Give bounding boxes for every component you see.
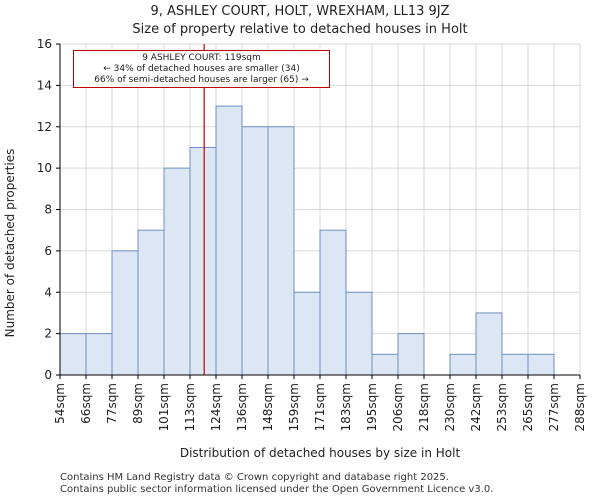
y-tick-label: 14 — [37, 78, 52, 92]
histogram-bar — [241, 126, 269, 376]
histogram-bar — [371, 353, 399, 376]
histogram-bar — [449, 353, 477, 376]
annotation-box: 9 ASHLEY COURT: 119sqm ← 34% of detached… — [73, 50, 330, 88]
x-tick-label: 277sqm — [547, 383, 561, 431]
footer-line-2: Contains public sector information licen… — [60, 484, 494, 495]
histogram-bar — [267, 126, 295, 376]
y-tick-label: 4 — [44, 285, 52, 299]
annotation-line-3: 66% of semi-detached houses are larger (… — [94, 75, 309, 85]
histogram-bar — [59, 333, 87, 376]
y-tick-label: 2 — [44, 327, 52, 341]
chart-title: 9, ASHLEY COURT, HOLT, WREXHAM, LL13 9JZ — [150, 4, 450, 19]
x-tick-label: 218sqm — [417, 383, 431, 431]
x-tick-label: 101sqm — [157, 383, 171, 431]
y-tick-label: 12 — [37, 120, 52, 134]
annotation-line-1: 9 ASHLEY COURT: 119sqm — [142, 53, 261, 63]
x-axis-label: Distribution of detached houses by size … — [179, 446, 461, 460]
histogram-bar — [85, 333, 113, 376]
annotation-line-2: ← 34% of detached houses are smaller (34… — [103, 64, 300, 74]
histogram-bar — [501, 353, 529, 376]
chart-subtitle: Size of property relative to detached ho… — [132, 22, 468, 37]
y-tick-label: 10 — [37, 161, 52, 175]
x-tick-label: 288sqm — [573, 383, 587, 431]
x-tick-label: 183sqm — [339, 383, 353, 431]
y-tick-label: 0 — [44, 368, 52, 382]
x-tick-label: 206sqm — [391, 383, 405, 431]
histogram-bar — [189, 146, 217, 376]
x-tick-label: 195sqm — [365, 383, 379, 431]
footer-line-1: Contains HM Land Registry data © Crown c… — [60, 472, 449, 483]
y-axis-label: Number of detached properties — [3, 148, 17, 338]
x-tick-label: 242sqm — [469, 383, 483, 431]
x-tick-label: 230sqm — [443, 383, 457, 431]
histogram-bar — [163, 167, 191, 376]
y-tick-label: 6 — [44, 244, 52, 258]
histogram-bar — [397, 333, 425, 376]
y-tick-label: 16 — [37, 37, 52, 51]
x-tick-label: 159sqm — [287, 383, 301, 431]
histogram-bar — [215, 105, 243, 376]
histogram-bar — [475, 312, 503, 376]
y-tick-label: 8 — [44, 203, 52, 217]
histogram-bar — [293, 291, 321, 376]
x-tick-label: 89sqm — [131, 383, 145, 424]
histogram-bar — [111, 250, 139, 376]
histogram-bar — [137, 229, 165, 376]
x-tick-label: 148sqm — [261, 383, 275, 431]
x-tick-label: 113sqm — [183, 383, 197, 431]
x-tick-label: 124sqm — [209, 383, 223, 431]
histogram-bar — [345, 291, 373, 376]
x-tick-label: 136sqm — [235, 383, 249, 431]
histogram-bar — [527, 353, 555, 376]
histogram-bar — [319, 229, 347, 376]
x-tick-label: 171sqm — [313, 383, 327, 431]
x-tick-label: 54sqm — [53, 383, 67, 424]
x-tick-label: 66sqm — [79, 383, 93, 424]
x-tick-label: 265sqm — [521, 383, 535, 431]
x-tick-label: 77sqm — [105, 383, 119, 424]
x-tick-label: 253sqm — [495, 383, 509, 431]
